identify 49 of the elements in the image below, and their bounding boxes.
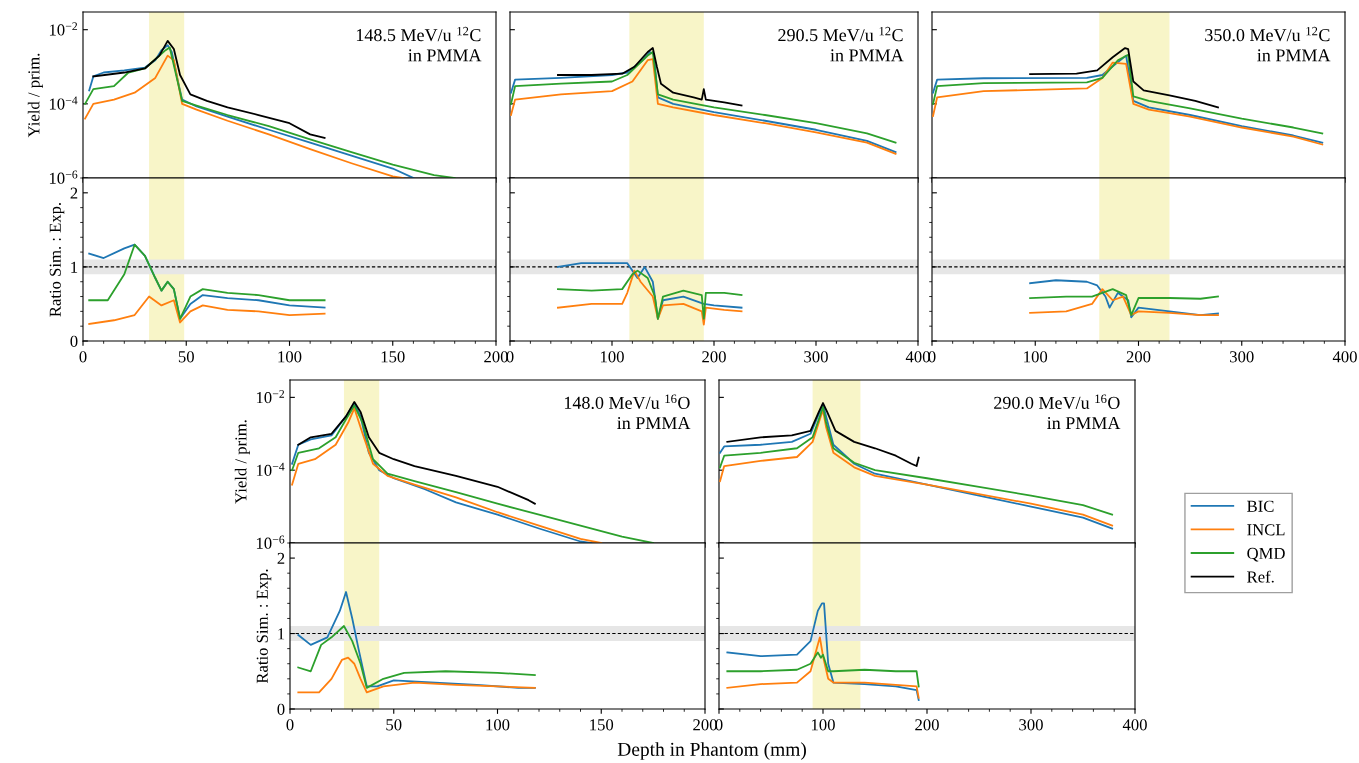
x-tick-label: 200 xyxy=(915,719,939,731)
legend-label: Ref. xyxy=(1247,570,1274,583)
annotation: 350.0 MeV/u $^{12}$C in PMMA xyxy=(1205,26,1331,62)
y-tick-label: 10$^{−6}$ xyxy=(49,170,78,184)
x-tick-label: 400 xyxy=(905,351,930,363)
annotation: 290.0 MeV/u $^{16}$O in PMMA xyxy=(994,394,1121,429)
annotation: 148.5 MeV/u $^{12}$C in PMMA xyxy=(356,26,482,62)
legend-label: BIC xyxy=(1247,500,1274,512)
y-tick-label: 2 xyxy=(70,187,78,199)
x-tick-label: 0 xyxy=(79,351,87,363)
y-tick-label: 2 xyxy=(277,552,285,564)
y-tick-label: 1 xyxy=(71,261,78,273)
y-tick-label: 10$^{−2}$ xyxy=(256,389,285,404)
y-tick-label: 10$^{−6}$ xyxy=(256,535,285,549)
x-axis-title: Depth in Phantom (mm) xyxy=(617,742,806,760)
y-tick-label: 1 xyxy=(278,628,285,640)
legend-label: INCL xyxy=(1247,524,1285,536)
y-axis-title: Yield / prim. xyxy=(234,420,250,504)
x-tick-label: 100 xyxy=(1024,351,1048,363)
x-tick-label: 300 xyxy=(1019,719,1043,731)
x-tick-label: 0 xyxy=(715,719,723,731)
y-axis-title: Ratio Sim. : Exp. xyxy=(256,569,272,684)
x-tick-label: 100 xyxy=(486,719,510,731)
x-tick-label: 100 xyxy=(278,351,302,363)
annotation: 290.5 MeV/u $^{12}$C in PMMA xyxy=(778,26,904,62)
annotation: 148.0 MeV/u $^{16}$O in PMMA xyxy=(564,394,691,429)
legend-label: QMD xyxy=(1247,547,1285,562)
y-tick-label: 10$^{−2}$ xyxy=(49,22,78,36)
x-tick-label: 0 xyxy=(506,351,514,363)
x-tick-label: 400 xyxy=(1332,351,1357,363)
x-tick-label: 0 xyxy=(286,719,294,731)
x-tick-label: 50 xyxy=(178,351,194,363)
y-axis-title: Yield / prim. xyxy=(27,53,43,138)
x-tick-label: 200 xyxy=(702,351,726,363)
x-tick-label: 100 xyxy=(811,719,835,731)
x-tick-label: 400 xyxy=(1122,719,1147,731)
y-tick-label: 0 xyxy=(70,335,78,347)
x-tick-label: 50 xyxy=(386,719,402,731)
y-tick-label: 10$^{−4}$ xyxy=(49,96,78,110)
y-tick-label: 10$^{−4}$ xyxy=(256,462,285,476)
x-tick-label: 0 xyxy=(928,351,936,363)
y-tick-label: 0 xyxy=(277,703,285,715)
x-tick-label: 150 xyxy=(381,351,405,363)
x-tick-label: 300 xyxy=(804,351,828,363)
y-axis-title: Ratio Sim. : Exp. xyxy=(49,202,65,317)
x-tick-label: 100 xyxy=(600,351,624,363)
x-tick-label: 300 xyxy=(1230,351,1254,363)
x-tick-label: 150 xyxy=(590,719,614,731)
x-tick-label: 200 xyxy=(1126,351,1151,363)
